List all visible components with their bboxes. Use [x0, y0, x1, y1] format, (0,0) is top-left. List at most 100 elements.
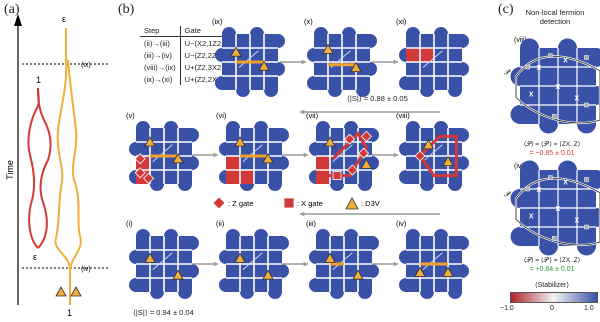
- legend-x-gate: : X gate: [297, 199, 323, 208]
- lattice-x: [307, 27, 377, 97]
- parity-loop-outline: [515, 177, 600, 246]
- table-cell: U−(X2,1Z2,2): [184, 39, 230, 48]
- d3v-icon: [172, 152, 184, 164]
- plaquette: [330, 264, 344, 278]
- plaquette: [136, 278, 150, 292]
- plaquette: [268, 250, 282, 264]
- table-cell: U+(Z2,2X2,1): [184, 75, 230, 84]
- excited-plaquette: [226, 170, 240, 184]
- one-top: 1: [36, 75, 41, 85]
- plaquette: [342, 76, 356, 90]
- plaquette: [448, 76, 462, 90]
- excited-plaquette: [226, 156, 240, 170]
- z-operator-marker: [551, 236, 557, 241]
- plaquette: [406, 142, 420, 156]
- plaquette: [136, 128, 150, 142]
- plaquette: [434, 278, 448, 292]
- step-label-ii: (ii): [216, 219, 225, 228]
- z-gate-icon: [143, 172, 155, 184]
- lattice-iii: [309, 229, 379, 299]
- eq-iv: ⟨𝒫⟩ = ⟨𝒫'⟩ = ⟨ZX..Z⟩: [523, 257, 581, 264]
- plaquette: [240, 156, 254, 170]
- plaquette: [358, 170, 372, 184]
- d3v-icon: [442, 155, 454, 167]
- arrow-head-icon: [213, 152, 218, 158]
- gate-table-header: Step Gate: [140, 26, 234, 37]
- arrow-head-icon: [393, 261, 398, 267]
- plaquette: [264, 76, 278, 90]
- table-cell: (iii)→(iv): [140, 49, 181, 61]
- plaquette: [254, 128, 268, 142]
- d3v-icon: [262, 269, 274, 280]
- red-string: [418, 134, 458, 178]
- lattice-vi: [219, 121, 289, 191]
- plaquette: [406, 34, 420, 48]
- plaquette: [358, 250, 372, 264]
- val-iv: = +0.84 ± 0.01: [529, 266, 575, 273]
- time-label: Time: [5, 160, 15, 180]
- plaquette: [178, 278, 192, 292]
- plaquette: [448, 250, 462, 264]
- arrow-head-icon: [303, 152, 308, 158]
- plaquette: [240, 236, 254, 250]
- d3v-icon: [234, 252, 246, 263]
- gate-table-header-gate: Gate: [180, 26, 234, 37]
- plaquette: [268, 142, 282, 156]
- plaquette: [178, 142, 192, 156]
- x-operator-label: X: [537, 187, 542, 194]
- plaquette: [178, 236, 192, 250]
- red-worldline-left: [37, 87, 52, 249]
- plaquette: [420, 76, 434, 90]
- d3v-icon: [324, 136, 336, 147]
- diagonal-line: [242, 252, 263, 270]
- plaquette: [164, 236, 178, 250]
- gate-table: Step Gate (ii)→(iii) U−(X2,1Z2,2) (iii)→…: [140, 26, 234, 85]
- plaquette: [420, 128, 434, 142]
- plaquette: [250, 76, 264, 90]
- arrow-head-icon: [393, 152, 398, 158]
- z-operator-marker: [584, 177, 589, 182]
- plaquette: [268, 236, 282, 250]
- plaquette: [342, 34, 356, 48]
- panel-c-title-line1: Non-local fermion: [525, 8, 585, 17]
- panel-c-title-line2: detection: [539, 17, 571, 26]
- plaquette: [268, 170, 282, 184]
- diagonal-line: [422, 252, 443, 270]
- plaquette: [406, 156, 420, 170]
- time-arrow-icon: [14, 14, 22, 26]
- plaquette: [406, 236, 420, 250]
- plaquette: [434, 48, 448, 62]
- legend-z-gate: : Z gate: [228, 199, 253, 208]
- legend-d3v: : D3V: [361, 199, 380, 208]
- plaquette: [136, 264, 150, 278]
- x-operator-label: X: [556, 84, 561, 91]
- arrow-head-icon: [213, 261, 218, 267]
- plaquette: [314, 76, 328, 90]
- plaquette: [250, 34, 264, 48]
- plaquette: [356, 62, 370, 76]
- arrow-head-icon: [303, 261, 308, 267]
- z-gate-icon: [212, 196, 226, 210]
- plaquette: [316, 128, 330, 142]
- plaquette: [254, 236, 268, 250]
- orange-worldline-left: [54, 28, 71, 305]
- panel-c-title: Non-local fermion detection: [512, 8, 598, 26]
- d3v-icon: [352, 269, 364, 280]
- step-label-xi: (xi): [396, 17, 407, 26]
- plaquette: [434, 62, 448, 76]
- plaquette: [434, 156, 448, 170]
- plaquette: [164, 278, 178, 292]
- plaquette: [178, 170, 192, 184]
- d3v-icon: [350, 61, 362, 72]
- lattice-xi: [399, 27, 469, 97]
- z-gate-icon: [134, 167, 146, 179]
- diagonal-line: [422, 144, 443, 162]
- plaquette: [178, 128, 192, 142]
- z-operator-marker: [525, 64, 530, 70]
- z-operator-marker: [548, 175, 553, 180]
- plaquette: [330, 278, 344, 292]
- plaquette: [226, 278, 240, 292]
- diagonal-line: [332, 144, 353, 162]
- plaquette: [254, 278, 268, 292]
- z-gate-icon: [360, 130, 372, 142]
